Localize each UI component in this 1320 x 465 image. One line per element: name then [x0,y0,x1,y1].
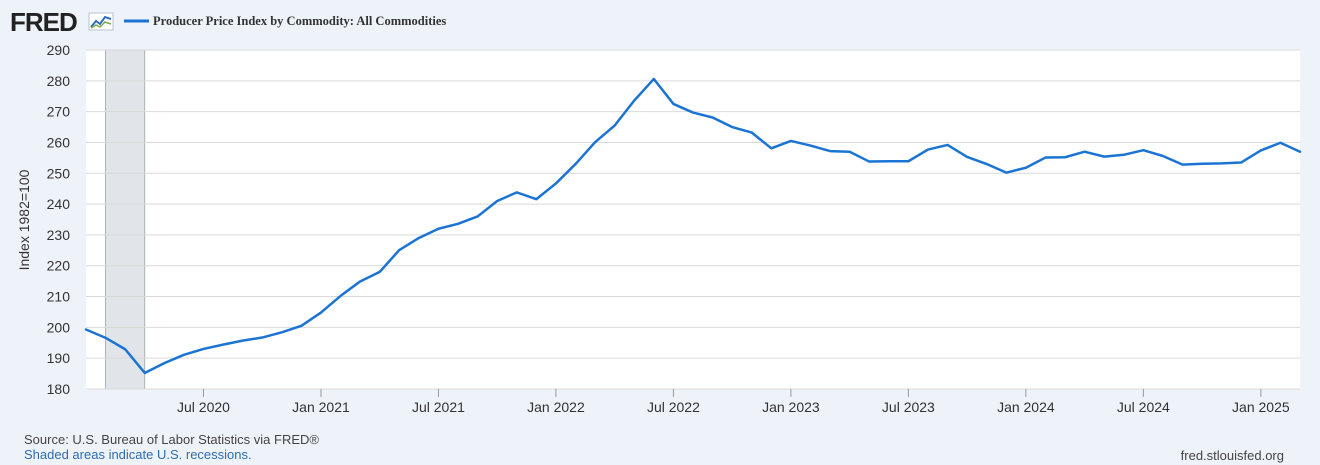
y-tick-label-240: 240 [47,196,71,212]
y-tick-label-200: 200 [47,319,71,335]
y-tick-label-190: 190 [47,350,71,366]
fred-logo[interactable]: FRED [10,7,114,37]
y-tick-label-280: 280 [47,73,71,89]
plot-area [86,50,1300,389]
y-tick-label-230: 230 [47,227,71,243]
x-tick-label-9: Jan 2025 [1232,399,1290,415]
x-tick-label-2: Jul 2021 [412,399,465,415]
x-tick-label-8: Jul 2024 [1117,399,1170,415]
fred-logo-text: FRED [10,7,77,37]
y-tick-label-270: 270 [47,104,71,120]
x-tick-label-4: Jul 2022 [647,399,700,415]
series-layer [84,77,1302,375]
recession-layer [105,49,146,390]
recession-band-0 [105,49,146,390]
y-tick-label-210: 210 [47,289,71,305]
y-tick-label-260: 260 [47,134,71,150]
y-axis-label: Index 1982=100 [16,169,32,270]
source-text: Source: U.S. Bureau of Labor Statistics … [24,432,319,447]
x-tick-label-5: Jan 2023 [762,399,820,415]
x-tick-label-6: Jul 2023 [882,399,935,415]
x-tick-label-1: Jan 2021 [292,399,350,415]
x-tick-label-7: Jan 2024 [997,399,1055,415]
y-tick-label-180: 180 [47,381,71,397]
legend-label: Producer Price Index by Commodity: All C… [153,14,446,28]
y-tick-label-250: 250 [47,165,71,181]
x-axis: Jul 2020 Jan 2021 Jul 2021 Jan 2022 Jul 2022… [177,389,1290,415]
y-tick-label-290: 290 [47,42,71,58]
recession-note[interactable]: Shaded areas indicate U.S. recessions. [24,447,252,462]
legend: Producer Price Index by Commodity: All C… [124,14,446,28]
x-tick-label-3: Jan 2022 [527,399,585,415]
trend-chart-icon [88,12,114,31]
y-axis: 180 190 200 210 220 230 240 250 260 270 280 290 [47,42,71,397]
site-link[interactable]: fred.stlouisfed.org [1180,448,1284,463]
footer-source-block: Source: U.S. Bureau of Labor Statistics … [24,432,319,462]
x-tick-label-0: Jul 2020 [177,399,230,415]
y-tick-label-220: 220 [47,258,71,274]
series-line-0[interactable] [84,77,1302,375]
